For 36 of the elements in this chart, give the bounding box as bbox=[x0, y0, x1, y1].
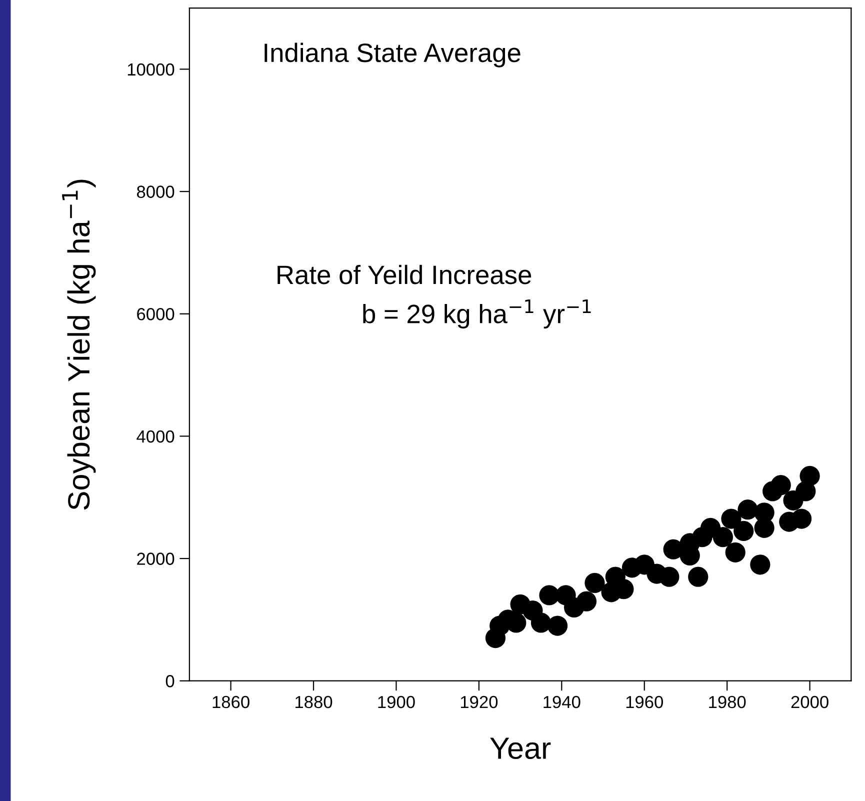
x-tick-label: 1900 bbox=[378, 696, 415, 708]
x-tick-label: 1860 bbox=[212, 696, 250, 708]
y-tick-label: 0 bbox=[166, 675, 174, 688]
point bbox=[800, 466, 820, 486]
y-axis-title: Soybean Yield (kg ha$^{−1}$) bbox=[62, 180, 96, 510]
point bbox=[791, 508, 812, 529]
x-tick-label: 1880 bbox=[296, 696, 332, 708]
x-tick-label: 1960 bbox=[626, 696, 664, 708]
point bbox=[663, 539, 684, 560]
annotation: b = 29 kg ha$^{−1}$ yr$^{−1}$ bbox=[363, 300, 591, 329]
point bbox=[584, 572, 605, 594]
point bbox=[547, 616, 568, 636]
x-tick-label: 1980 bbox=[709, 696, 746, 708]
point bbox=[734, 520, 754, 542]
point bbox=[530, 612, 552, 633]
point bbox=[770, 475, 791, 496]
point bbox=[659, 566, 680, 587]
point bbox=[750, 554, 770, 575]
annotation: Indiana State Average bbox=[264, 42, 520, 68]
y-tick-label: 4000 bbox=[136, 430, 174, 443]
x-tick-label: 1920 bbox=[460, 696, 498, 708]
annotation: Rate of Yeild Increase bbox=[278, 264, 532, 284]
x-tick-label: 1940 bbox=[544, 696, 580, 708]
y-tick-label: 10000 bbox=[128, 63, 174, 76]
point bbox=[688, 566, 708, 587]
y-tick-label: 6000 bbox=[137, 308, 174, 320]
y-tick-label: 8000 bbox=[136, 186, 174, 198]
y-tick-label: 2000 bbox=[137, 552, 174, 565]
x-tick-label: 2000 bbox=[791, 696, 828, 708]
point bbox=[738, 500, 758, 520]
x-axis-title: Year bbox=[490, 738, 551, 760]
point bbox=[721, 508, 742, 529]
point bbox=[576, 591, 597, 612]
point bbox=[712, 527, 734, 548]
point bbox=[539, 585, 560, 606]
point bbox=[725, 542, 746, 562]
